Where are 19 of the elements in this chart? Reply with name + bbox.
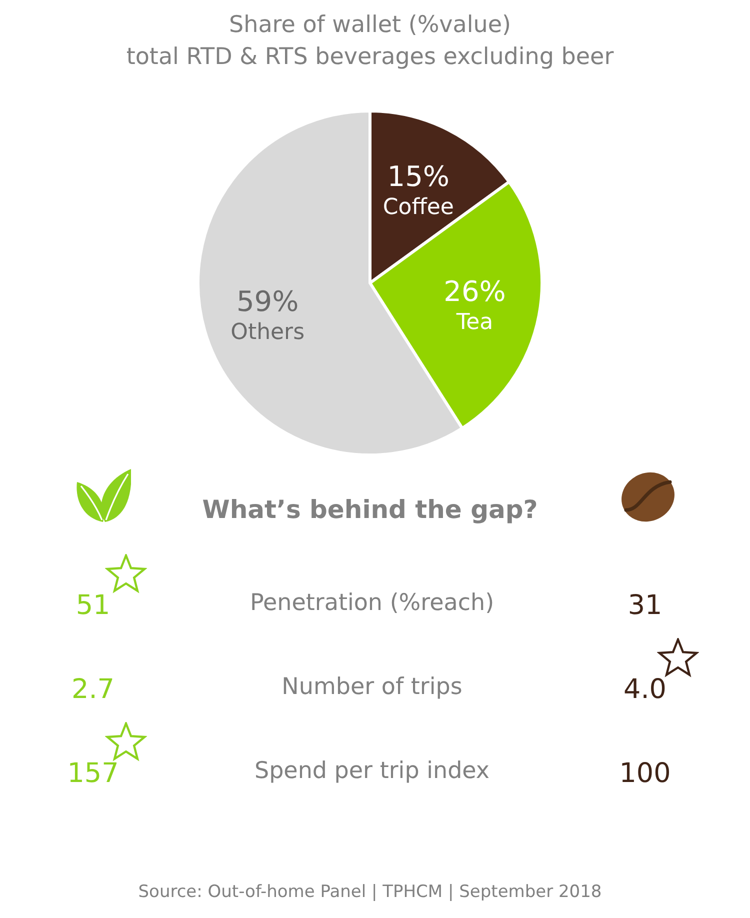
data-label: 26% xyxy=(444,274,506,308)
data-label: 2.7 xyxy=(70,673,116,707)
data-label: 15% xyxy=(387,160,450,193)
category-label: Number of trips xyxy=(280,673,464,702)
data-label: 51 xyxy=(74,589,112,623)
category-label: Penetration (%reach) xyxy=(248,589,496,618)
data-label: 4.0 xyxy=(622,673,668,707)
text: What’s behind the gap? xyxy=(201,494,539,526)
chart-subtitle: total RTD & RTS beverages excluding beer xyxy=(125,43,615,72)
source-note: Source: Out-of-home Panel | TPHCM | September 2018 xyxy=(137,881,603,904)
slice-label: Coffee xyxy=(382,194,454,220)
slice-label: Others xyxy=(230,320,305,345)
data-label: 157 xyxy=(66,757,120,791)
chart-title: Share of wallet (%value) xyxy=(228,11,512,40)
data-label: 31 xyxy=(626,589,664,623)
slice-label: Tea xyxy=(455,310,494,335)
category-label: Spend per trip index xyxy=(253,757,491,786)
data-label: 59% xyxy=(236,284,299,318)
data-label: 100 xyxy=(618,757,672,791)
